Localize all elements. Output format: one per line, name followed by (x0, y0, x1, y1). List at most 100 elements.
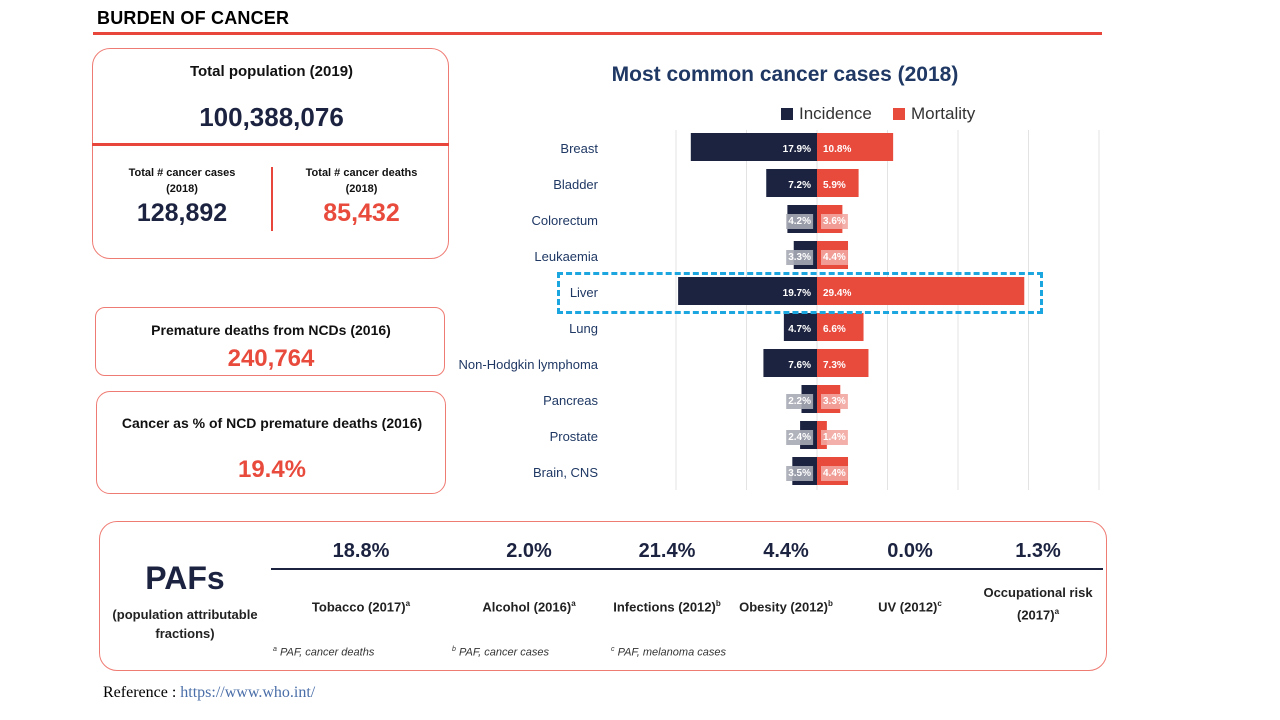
mortality-label-backdrop (821, 394, 848, 409)
liver-highlight-box (557, 272, 1043, 314)
reference: Reference : https://www.who.int/ (103, 684, 315, 702)
mortality-data-label: 10.8% (823, 144, 851, 155)
legend-mortality-label: Mortality (911, 104, 976, 123)
population-label: Total population (2019) (189, 63, 354, 80)
cases-label-line-1: Total # cancer cases (128, 167, 236, 179)
incidence-bar (766, 169, 817, 197)
incidence-label-backdrop (786, 394, 814, 409)
mortality-data-label: 4.4% (823, 468, 846, 479)
paf-value-obesity: 4.4% (763, 540, 809, 562)
category-label: Breast (560, 141, 598, 156)
deaths-label-line-1: Total # cancer deaths (305, 167, 418, 179)
mortality-bar (817, 133, 894, 161)
paf-note-a: a PAF, cancer deaths (273, 646, 375, 659)
incidence-label-backdrop (786, 214, 814, 229)
cases-value: 128,892 (136, 199, 228, 227)
deaths-value: 85,432 (323, 199, 400, 227)
mortality-bar (817, 313, 864, 341)
incidence-data-label: 19.7% (783, 288, 811, 299)
incidence-bar (690, 133, 817, 161)
incidence-label-backdrop (786, 430, 814, 445)
cancer-cases-chart: Breast 17.9% 10.8% Bladder 7.2% 5.9% Colorectu… (459, 130, 1100, 490)
paf-value-uv: 0.0% (887, 540, 933, 562)
mortality-data-label: 7.3% (823, 360, 846, 371)
paf-subheading: (population attributable fractions) (112, 607, 258, 641)
paf-label-infections: Infections (2012)b (613, 599, 721, 615)
cases-label-line-2: (2018) (166, 183, 198, 195)
mortality-data-label: 4.4% (823, 252, 846, 263)
incidence-data-label: 2.2% (788, 396, 811, 407)
premature-deaths-label: Premature deaths from NCDs (2016) (151, 322, 391, 338)
category-label: Lung (569, 321, 598, 336)
mortality-data-label: 5.9% (823, 180, 846, 191)
paf-value-alcohol: 2.0% (506, 540, 552, 562)
mortality-label-backdrop (821, 466, 848, 481)
reference-label: Reference : (103, 684, 177, 701)
paf-rule (271, 568, 1103, 570)
deaths-label-line-2: (2018) (345, 183, 378, 195)
legend-mortality: Mortality (893, 104, 975, 124)
incidence-data-label: 17.9% (783, 144, 811, 155)
population-divider (92, 143, 449, 146)
mortality-label-backdrop (821, 214, 848, 229)
paf-value-infections: 21.4% (638, 540, 696, 562)
premature-deaths-card: Premature deaths from NCDs (2016) 240,76… (95, 307, 445, 376)
mortality-data-label: 1.4% (823, 432, 846, 443)
legend-incidence-label: Incidence (799, 104, 872, 123)
legend-incidence-swatch (781, 108, 793, 120)
reference-link[interactable]: https://www.who.int/ (180, 684, 316, 701)
legend-mortality-swatch (893, 108, 905, 120)
section-title: BURDEN OF CANCER (97, 8, 290, 28)
mortality-label-backdrop (821, 430, 848, 445)
incidence-bar (678, 277, 817, 305)
incidence-data-label: 2.4% (788, 432, 811, 443)
cases-deaths-divider (271, 167, 273, 231)
category-label: Colorectum (532, 213, 598, 228)
paf-panel (99, 521, 1107, 671)
paf-heading: PAFs (145, 560, 225, 596)
population-value: 100,388,076 (199, 102, 344, 132)
incidence-bar (783, 313, 817, 341)
paf-note-c: c PAF, melanoma cases (611, 646, 726, 659)
category-label: Non-Hodgkin lymphoma (459, 357, 599, 372)
mortality-data-label: 29.4% (823, 288, 851, 299)
paf-label-uv: UV (2012)c (878, 599, 942, 615)
category-label: Liver (570, 285, 599, 300)
mortality-label-backdrop (821, 250, 848, 265)
mortality-data-label: 3.6% (823, 216, 846, 227)
incidence-data-label: 3.3% (788, 252, 811, 263)
incidence-label-backdrop (786, 466, 814, 481)
ncd-percent-value: 19.4% (237, 456, 307, 483)
incidence-data-label: 4.2% (788, 216, 811, 227)
ncd-percent-card: Cancer as % of NCD premature deaths (201… (96, 391, 446, 494)
chart-title: Most common cancer cases (2018) (611, 63, 959, 86)
population-card: Total population (2019) 100,388,076 Tota… (92, 48, 449, 259)
incidence-label-backdrop (786, 250, 814, 265)
title-rule (93, 32, 1102, 35)
paf-label-alcohol: Alcohol (2016)a (482, 599, 576, 615)
premature-deaths-value: 240,764 (227, 345, 315, 372)
incidence-data-label: 4.7% (788, 324, 811, 335)
paf-label-obesity: Obesity (2012)b (739, 599, 833, 615)
paf-label-occupational: Occupational risk (2017)a (983, 585, 1093, 623)
category-label: Prostate (550, 429, 598, 444)
incidence-data-label: 3.5% (788, 468, 811, 479)
mortality-bar (817, 349, 869, 377)
category-label: Pancreas (543, 393, 598, 408)
category-label: Leukaemia (534, 249, 598, 264)
mortality-data-label: 3.3% (823, 396, 846, 407)
paf-value-tobacco: 18.8% (332, 540, 390, 562)
category-label: Bladder (553, 177, 598, 192)
incidence-data-label: 7.2% (788, 180, 811, 191)
paf-note-b: b PAF, cancer cases (452, 646, 550, 659)
legend-incidence: Incidence (781, 104, 872, 124)
incidence-bar (763, 349, 817, 377)
mortality-bar (817, 169, 859, 197)
paf-label-tobacco: Tobacco (2017)a (311, 599, 411, 615)
category-label: Brain, CNS (533, 465, 598, 480)
paf-value-occupational: 1.3% (1015, 540, 1061, 562)
mortality-data-label: 6.6% (823, 324, 846, 335)
incidence-data-label: 7.6% (788, 360, 811, 371)
ncd-percent-label: Cancer as % of NCD premature deaths (201… (121, 415, 423, 431)
mortality-bar (817, 277, 1025, 305)
